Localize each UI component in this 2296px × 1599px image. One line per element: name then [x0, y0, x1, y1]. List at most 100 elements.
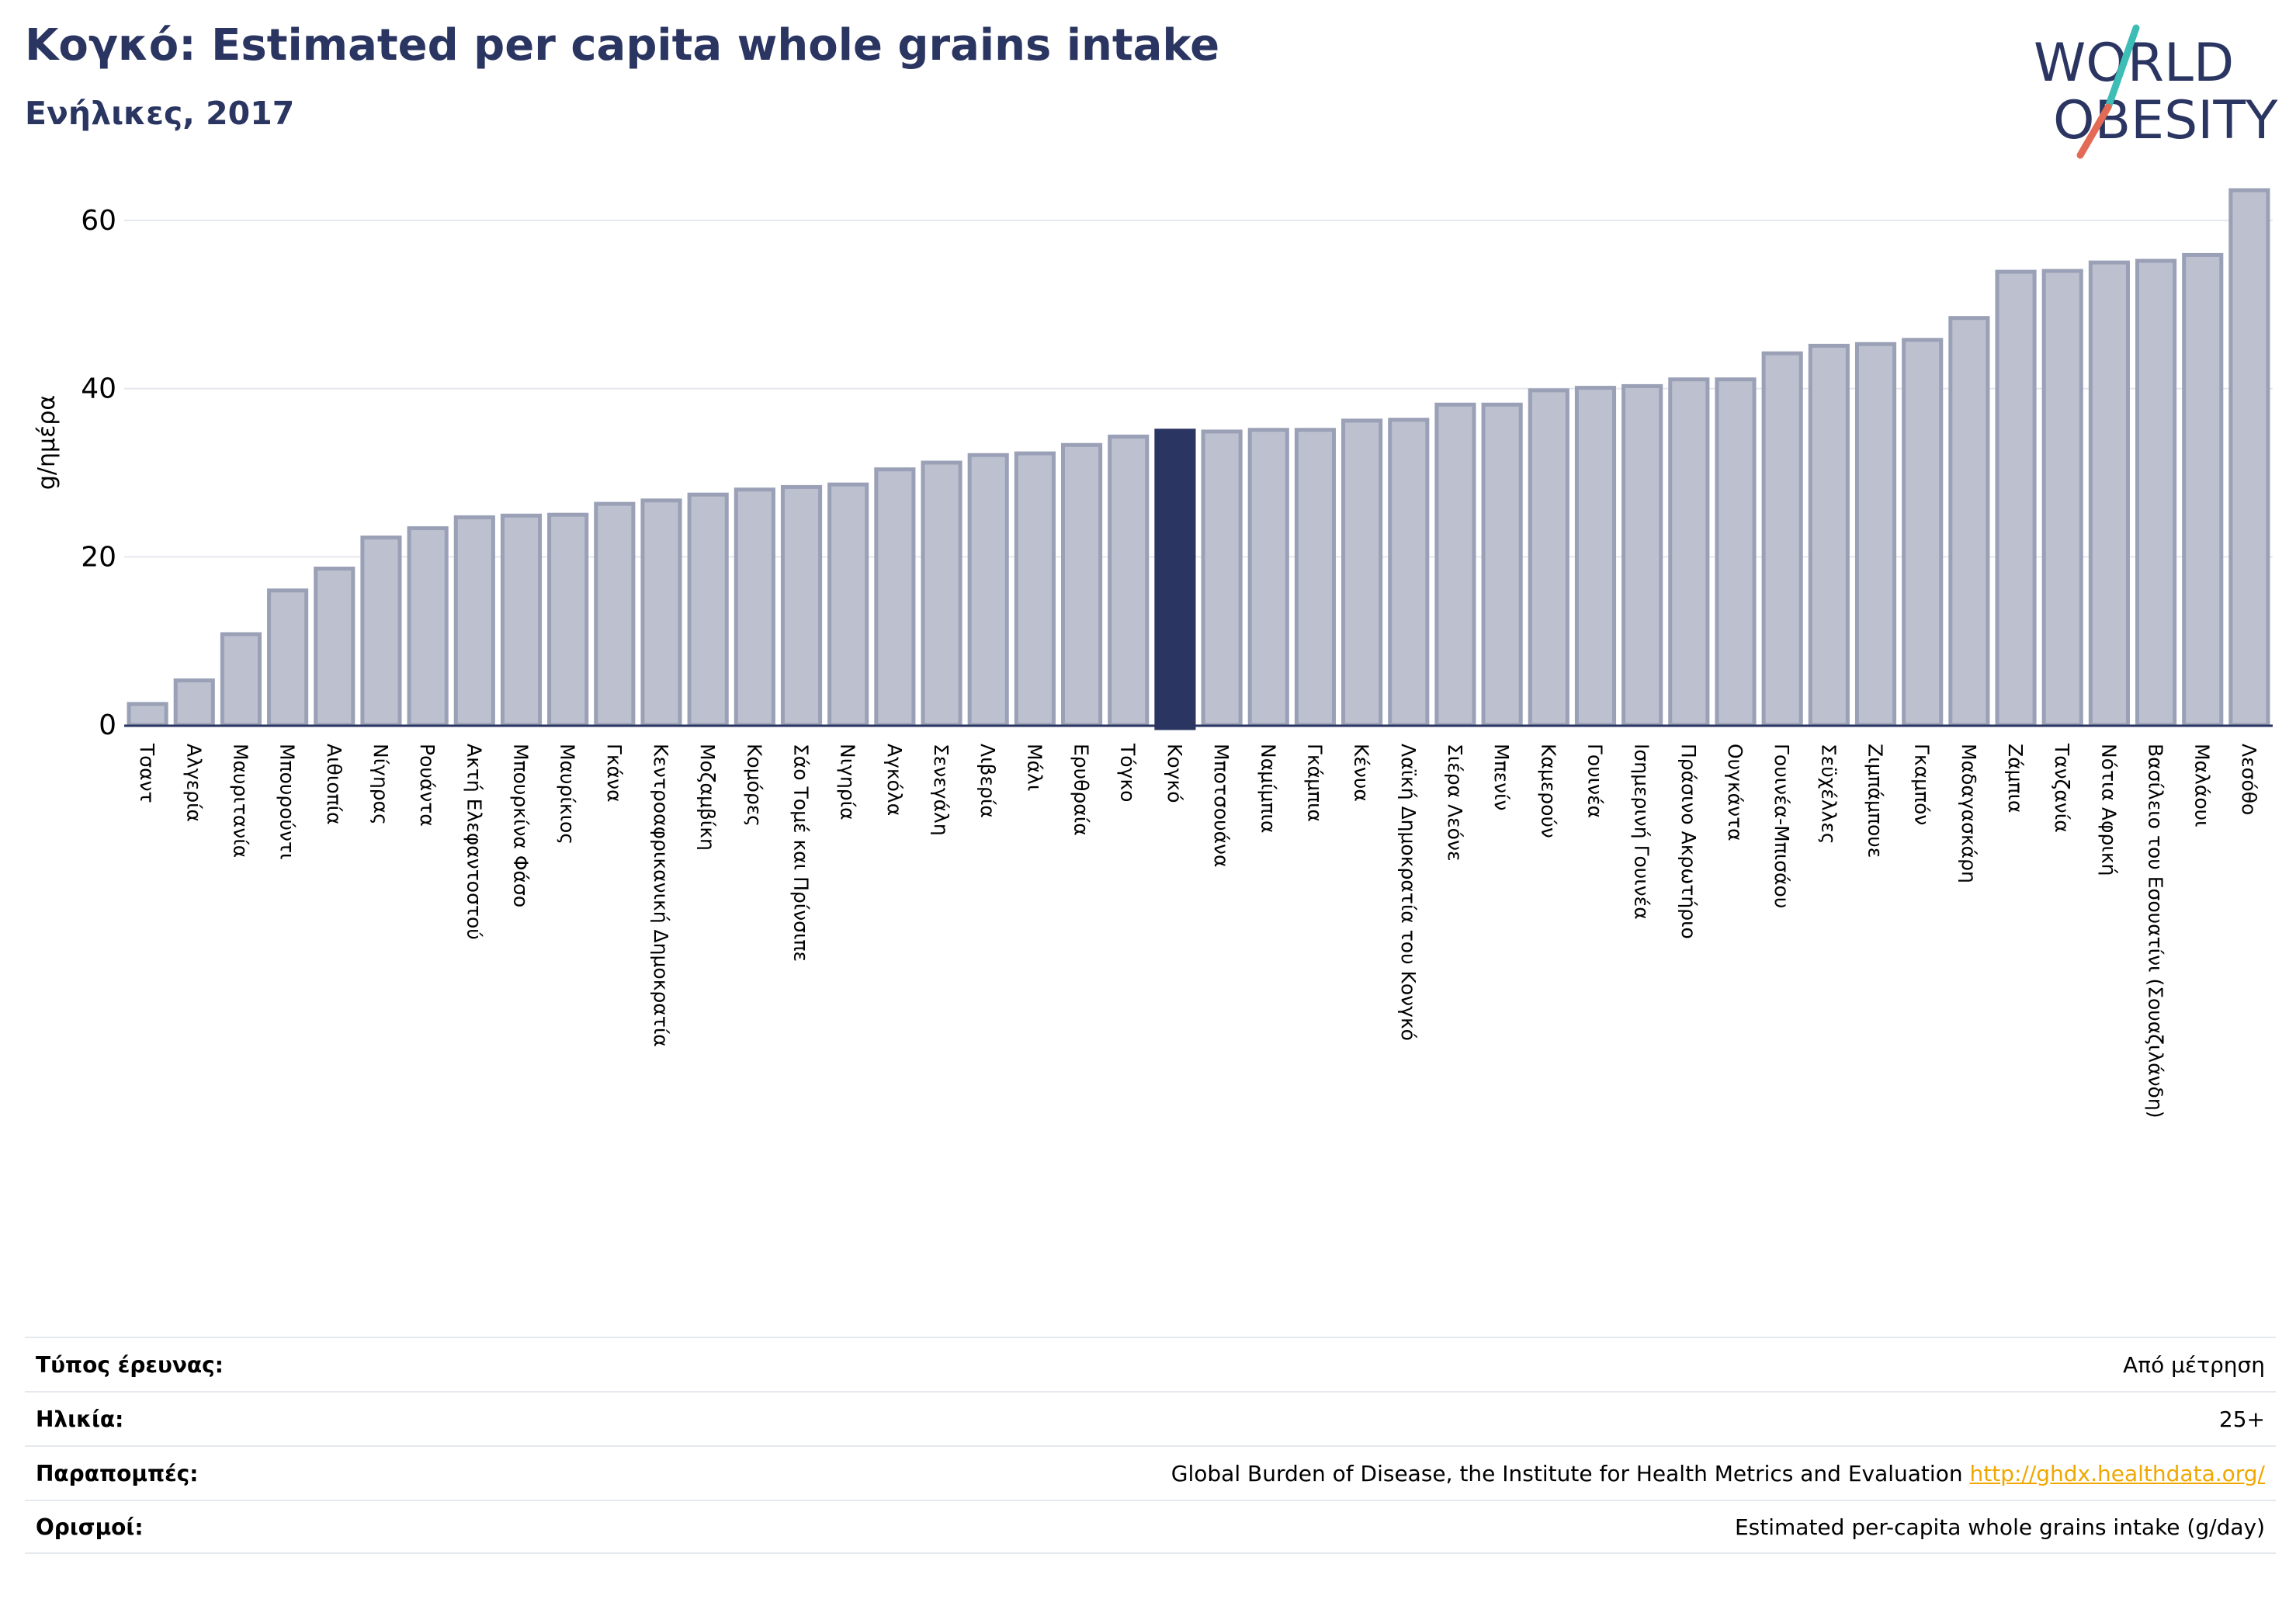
bar [1854, 342, 1897, 727]
logo-slash-top [2104, 24, 2140, 111]
bar [267, 588, 309, 727]
bar [1948, 316, 1990, 727]
bar [874, 467, 916, 727]
x-tick-label: Ζιμπάμπουε [1864, 744, 1887, 858]
x-tick-label: Νιγηρία [837, 744, 859, 820]
bar [827, 482, 869, 727]
bar [1108, 434, 1150, 727]
bar [594, 501, 636, 727]
bar [173, 678, 215, 727]
bar [1294, 428, 1337, 727]
x-tick-label: Πράσινο Ακρωτήριο [1677, 744, 1700, 939]
bar [780, 484, 823, 727]
x-tick-label: Τσαντ [136, 743, 158, 803]
y-tick-label: 0 [99, 709, 116, 741]
bar [1247, 428, 1289, 727]
bar [734, 487, 775, 727]
bar [1201, 429, 1243, 727]
x-tick-label: Αιθιοπία [323, 744, 345, 825]
x-tick-label: Κεντροαφρικανική Δημοκρατία [650, 744, 672, 1047]
x-tick-label: Γουινέα [1583, 744, 1606, 818]
bar [640, 498, 682, 727]
bar [220, 632, 262, 727]
x-tick-label: Μπουρκίνα Φάσο [509, 744, 532, 907]
reference-link[interactable]: http://ghdx.healthdata.org/ [1969, 1460, 2265, 1486]
x-tick-label: Ακτή Ελεφαντοστού [463, 744, 485, 940]
bar [453, 515, 495, 727]
bar [314, 567, 355, 727]
x-tick-label: Γκάμπια [1303, 744, 1326, 822]
x-tick-label: Σιέρα Λεόνε [1444, 744, 1466, 861]
bar [1060, 442, 1103, 727]
bar [2041, 269, 2083, 727]
y-tick-label: 40 [81, 373, 116, 405]
x-tick-label: Γκάνα [603, 744, 626, 803]
x-tick-label: Μαυριτανία [229, 744, 251, 858]
x-tick-label: Ναμίμπια [1257, 744, 1279, 833]
bar [1715, 377, 1757, 727]
bar [1621, 383, 1663, 727]
x-tick-label: Αλγερία [182, 744, 205, 822]
bar [360, 535, 402, 727]
x-tick-label: Κένυα [1351, 744, 1373, 802]
x-tick-label: Λεσόθο [2238, 744, 2260, 815]
bar [967, 453, 1009, 727]
info-value: 25+ [2218, 1406, 2265, 1432]
y-tick-label: 20 [81, 541, 116, 573]
x-tick-label: Ερυθραία [1070, 744, 1093, 836]
info-label: Ηλικία: [36, 1406, 124, 1432]
info-label: Τύπος έρευνας: [36, 1351, 224, 1378]
x-tick-label: Σενεγάλη [930, 744, 952, 836]
x-tick-label: Τόγκο [1117, 743, 1139, 802]
x-tick-label: Νίγηρας [369, 744, 392, 825]
bars [127, 188, 2270, 730]
info-value: Από μέτρηση [2123, 1351, 2265, 1378]
chart-subtitle: Ενήλικες, 2017 [25, 95, 295, 132]
bar [500, 513, 543, 727]
info-value-references: Global Burden of Disease, the Institute … [1171, 1461, 2265, 1486]
x-tick-label: Σεϋχέλλες [1817, 744, 1840, 845]
info-table: Τύπος έρευνας: Από μέτρηση Ηλικία: 25+ Π… [25, 1337, 2276, 1554]
x-tick-label: Βασίλειο του Εσουατίνι (Σουαζιλάνδη) [2145, 744, 2167, 1118]
y-tick-label: 60 [81, 205, 116, 237]
x-tick-label: Τανζανία [2051, 743, 2073, 833]
x-tick-label: Ζάμπια [2004, 744, 2027, 813]
bar [1668, 377, 1710, 727]
x-tick-label: Λιβερία [976, 744, 999, 818]
x-tick-labels: Τσαντ Αλγερία Μαυριτανία Μπουρούντι Αιθιοπία… [136, 743, 2260, 1118]
bar [1014, 451, 1056, 727]
bar [1995, 269, 2037, 727]
bar [1902, 338, 1944, 727]
x-tick-label: Ισημερινή Γουινέα [1631, 744, 1653, 920]
bar [2135, 258, 2177, 727]
x-tick-label: Μπουρούντι [276, 744, 299, 860]
y-tick-labels: 0 20 40 60 [81, 205, 116, 741]
bar [2228, 188, 2270, 727]
bar [1434, 402, 1476, 727]
x-tick-label: Μπενίν [1490, 744, 1513, 811]
x-tick-label: Αγκόλα [883, 744, 906, 816]
x-tick-label: Καμερούν [1537, 744, 1559, 838]
info-row-survey-type: Τύπος έρευνας: Από μέτρηση [25, 1337, 2276, 1391]
x-tick-label: Νότια Αφρική [2097, 744, 2120, 876]
bar [547, 512, 589, 727]
x-tick-label: Γουινέα-Μπισάου [1771, 744, 1793, 908]
bar-highlighted [1154, 428, 1196, 730]
bar [2088, 260, 2130, 727]
bar [921, 460, 962, 727]
x-tick-label: Μάλι [1023, 744, 1046, 791]
x-tick-label: Μαδαγασκάρη [1958, 744, 1980, 883]
info-label: Ορισμοί: [36, 1514, 144, 1540]
info-value: Estimated per-capita whole grains intake… [1734, 1514, 2265, 1540]
x-tick-label: Λαϊκή Δημοκρατία του Κονγκό [1397, 744, 1420, 1041]
info-row-references: Παραπομπές: Global Burden of Disease, th… [25, 1445, 2276, 1500]
bar [1808, 343, 1850, 727]
x-tick-label: Μαλάουι [2191, 744, 2214, 827]
x-tick-label: Κογκό [1164, 744, 1186, 803]
x-tick-label: Μοζαμβίκη [696, 744, 719, 851]
bar [127, 702, 168, 727]
x-tick-label: Κομόρες [743, 744, 765, 827]
x-tick-label: Μαυρίκιος [557, 744, 579, 845]
bar [1528, 388, 1569, 727]
info-row-age: Ηλικία: 25+ [25, 1391, 2276, 1445]
